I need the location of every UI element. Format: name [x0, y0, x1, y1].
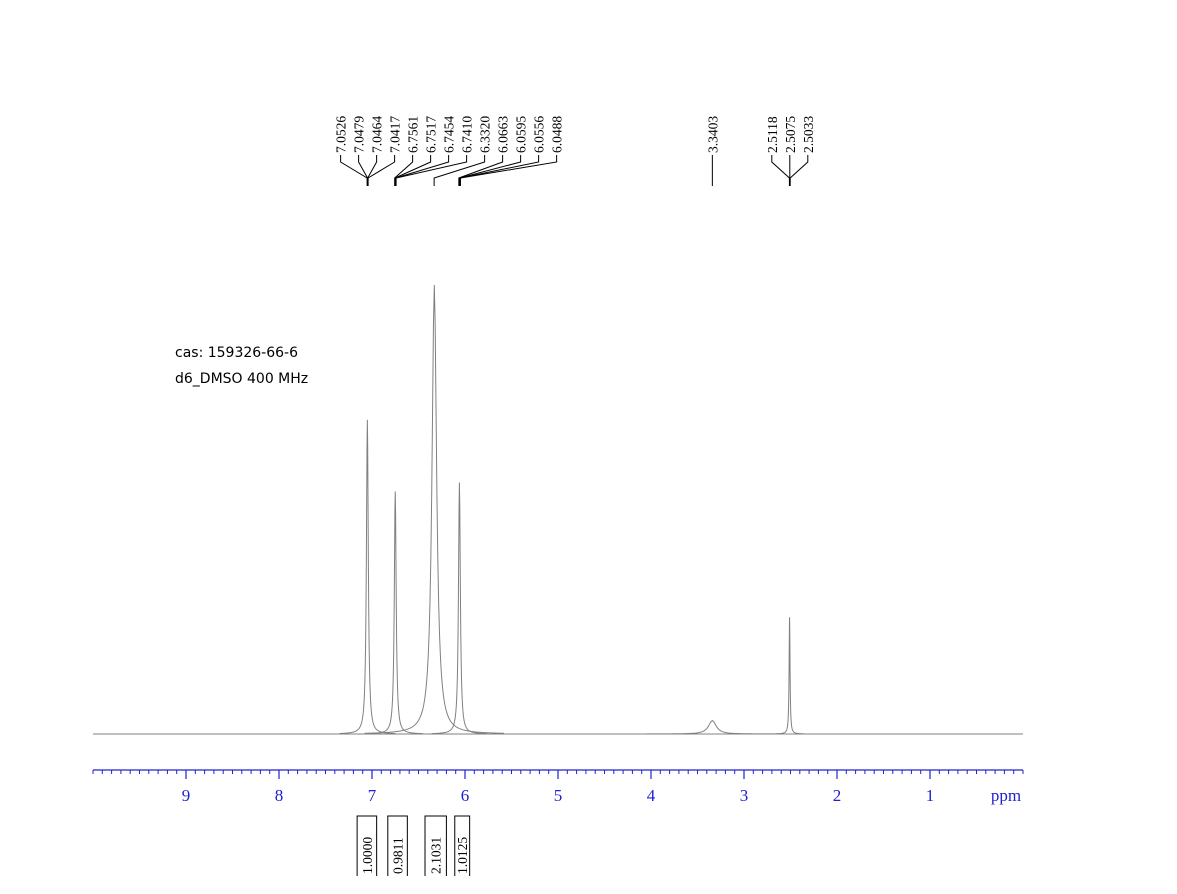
peak-label: 2.5118	[765, 116, 780, 153]
peak-label: 2.5075	[783, 116, 798, 153]
peak-label-connector	[394, 155, 414, 186]
x-tick-label: 8	[275, 786, 284, 805]
peak-label: 7.0417	[388, 116, 403, 153]
x-tick-label: 9	[182, 786, 191, 805]
x-tick-label: 4	[647, 786, 656, 805]
x-tick-label: 3	[740, 786, 749, 805]
x-axis-label: ppm	[991, 786, 1021, 805]
peak-label-connector	[789, 155, 809, 186]
peak-label: 3.3403	[705, 116, 720, 153]
x-tick-label: 1	[926, 786, 935, 805]
peak-label: 6.0663	[496, 116, 511, 153]
integral-label: 1.0125	[455, 837, 470, 874]
peak	[431, 482, 488, 735]
peak-label: 2.5033	[801, 116, 816, 153]
peak-label-connector	[367, 155, 396, 186]
peak-label-connector	[367, 155, 378, 186]
peak-label: 6.7454	[442, 116, 457, 153]
peak-label: 6.7410	[460, 116, 475, 153]
x-tick-label: 7	[368, 786, 377, 805]
peak-label: 6.3320	[478, 116, 493, 153]
peak-label: 6.7561	[406, 116, 421, 153]
integral-label: 0.9811	[391, 837, 406, 874]
peak-label: 6.0595	[514, 116, 529, 153]
annotation: cas: 159326-66-6	[175, 345, 298, 361]
peak	[775, 617, 804, 735]
peak-label: 6.0488	[550, 116, 565, 153]
peak-label-connector	[771, 155, 790, 186]
x-tick-label: 5	[554, 786, 563, 805]
integral-bracket	[356, 815, 378, 876]
peak-label: 7.0464	[370, 116, 385, 153]
peak-label-connector	[395, 155, 468, 186]
peak-label-connector	[459, 155, 558, 186]
peak	[596, 719, 829, 735]
peak-label-connector	[394, 155, 432, 186]
peak-label-connector	[458, 155, 504, 186]
peak-label: 7.0526	[334, 116, 349, 153]
peak-label-connector	[459, 155, 540, 186]
peak-label-connector	[458, 155, 522, 186]
peak	[367, 491, 424, 735]
peak-label: 6.7517	[424, 116, 439, 153]
integral-bracket	[387, 815, 408, 876]
peak	[364, 284, 505, 734]
peak	[339, 419, 396, 734]
x-tick-label: 6	[461, 786, 470, 805]
peak-label-connector	[433, 155, 486, 186]
integral-label: 2.1031	[429, 837, 444, 874]
peak-label-connector	[358, 155, 369, 186]
x-tick-label: 2	[833, 786, 842, 805]
peak-label: 7.0479	[352, 116, 367, 153]
integral-bracket	[454, 815, 471, 876]
annotation: d6_DMSO 400 MHz	[175, 371, 308, 387]
integral-bracket	[424, 815, 447, 876]
peak-label: 6.0556	[532, 116, 547, 153]
integral-label: 1.0000	[360, 837, 375, 874]
